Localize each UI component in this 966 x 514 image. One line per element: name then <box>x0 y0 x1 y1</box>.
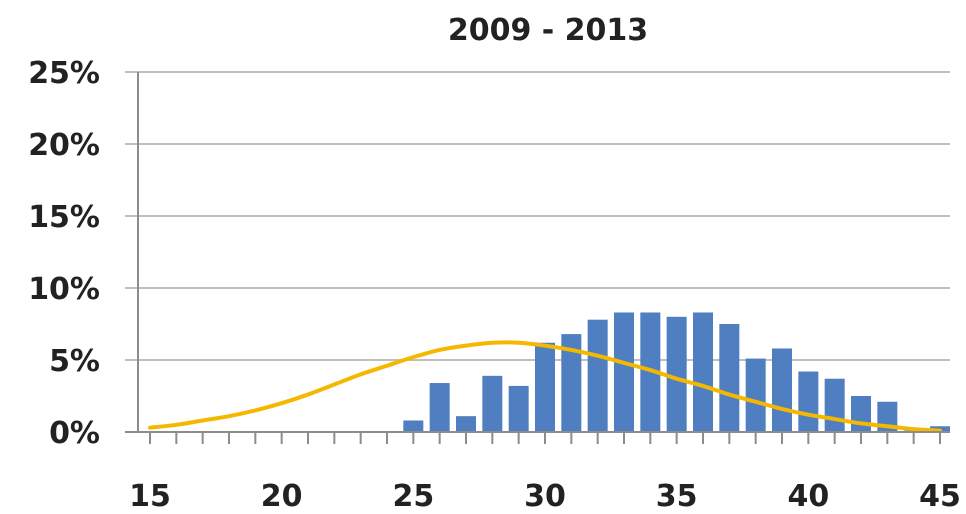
x-tick-label: 45 <box>919 479 961 514</box>
curve-series <box>148 340 942 433</box>
x-tick-label: 15 <box>129 479 171 514</box>
bar <box>403 420 424 432</box>
x-tick-label: 25 <box>392 479 434 514</box>
bar <box>508 385 529 432</box>
bar <box>824 378 845 432</box>
bar <box>850 396 872 432</box>
bar <box>640 312 661 432</box>
bar <box>534 342 556 432</box>
bar <box>692 312 714 432</box>
bar <box>613 312 635 432</box>
bar <box>666 316 687 432</box>
x-tick-label: 35 <box>656 479 698 514</box>
bar <box>429 383 450 432</box>
bar <box>798 371 819 432</box>
x-tick-label: 30 <box>524 479 566 514</box>
x-tick-labels: 15 20 25 30 35 40 45 <box>129 479 961 514</box>
bar <box>745 358 766 432</box>
bar <box>482 375 503 432</box>
x-tick-label: 20 <box>261 479 303 514</box>
y-tick-label: 0% <box>49 416 100 451</box>
y-tick-label: 25% <box>28 56 100 91</box>
normal-curve-line <box>148 340 942 433</box>
y-tick-label: 15% <box>28 200 100 235</box>
chart-title: 2009 - 2013 <box>448 13 648 48</box>
bar <box>587 319 608 432</box>
gridlines <box>125 71 950 361</box>
axes <box>125 72 950 444</box>
bar <box>455 416 477 432</box>
bar <box>561 334 582 432</box>
y-tick-label: 5% <box>49 344 100 379</box>
y-tick-labels: 0% 5% 10% 15% 20% 25% <box>28 56 100 451</box>
bar-series <box>403 312 951 432</box>
x-tick-label: 40 <box>787 479 829 514</box>
y-tick-label: 20% <box>28 128 100 163</box>
bar <box>771 348 793 432</box>
y-tick-label: 10% <box>28 272 100 307</box>
bar <box>719 324 740 432</box>
